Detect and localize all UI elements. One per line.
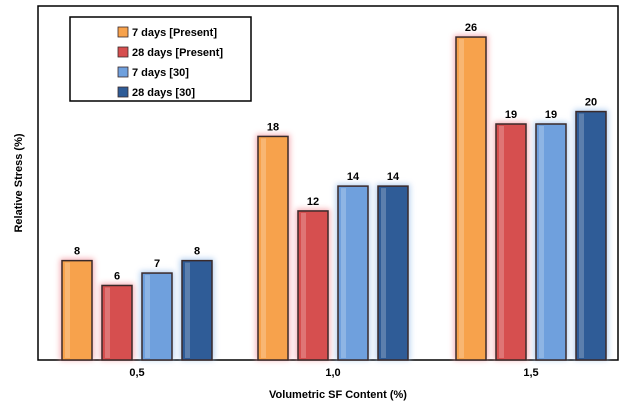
- data-label: 14: [347, 171, 360, 183]
- data-label: 19: [545, 109, 557, 121]
- bar: [101, 284, 133, 361]
- bar-highlight: [185, 262, 190, 358]
- bar-highlight: [499, 126, 504, 358]
- data-label: 6: [114, 270, 120, 282]
- bar-highlight: [145, 275, 150, 358]
- data-label: 7: [154, 258, 160, 270]
- legend-swatch: [117, 86, 129, 98]
- bar-highlight: [65, 262, 70, 358]
- bar: [455, 36, 487, 361]
- data-label: 12: [307, 196, 319, 208]
- data-labels: 8 6 7 8 18 12 14 14 26 19 19 20: [74, 22, 597, 282]
- legend-label: 28 days [30]: [132, 87, 195, 99]
- bar-highlight: [261, 138, 266, 358]
- data-label: 18: [267, 121, 279, 133]
- data-label: 20: [585, 97, 597, 109]
- bar-highlight: [539, 126, 544, 358]
- data-label: 26: [465, 22, 477, 34]
- x-axis-title: Volumetric SF Content (%): [269, 389, 407, 401]
- data-label: 19: [505, 109, 517, 121]
- bar-highlight: [459, 39, 464, 358]
- bar-highlight: [301, 212, 306, 358]
- legend-label: 7 days [30]: [132, 67, 189, 79]
- bar: [141, 272, 173, 361]
- legend-items: 7 days [Present] 28 days [Present] 7 days …: [117, 26, 223, 99]
- bar-highlight: [105, 287, 110, 358]
- data-label: 14: [387, 171, 400, 183]
- bar: [575, 110, 607, 361]
- legend-swatch: [117, 66, 129, 78]
- legend-swatch: [117, 46, 129, 58]
- bar-highlight: [341, 188, 346, 358]
- bar: [181, 259, 213, 361]
- x-tick-label: 0,5: [129, 367, 144, 379]
- legend-label: 7 days [Present]: [132, 27, 217, 39]
- legend-label: 28 days [Present]: [132, 47, 223, 59]
- bar-highlight: [579, 113, 584, 358]
- legend-swatch: [117, 26, 129, 38]
- bar: [377, 185, 409, 361]
- legend: 7 days [Present] 28 days [Present] 7 days …: [69, 16, 252, 102]
- x-tick-label: 1,5: [523, 367, 538, 379]
- bar: [495, 123, 527, 361]
- bar-highlight: [381, 188, 386, 358]
- y-axis-title: Relative Stress (%): [13, 133, 25, 232]
- data-label: 8: [194, 246, 200, 258]
- bar: [535, 123, 567, 361]
- legend-box: [69, 16, 252, 102]
- bar: [257, 135, 289, 361]
- bar: [337, 185, 369, 361]
- x-tick-label: 1,0: [325, 367, 340, 379]
- data-label: 8: [74, 246, 80, 258]
- bars: [61, 36, 607, 361]
- bar: [297, 210, 329, 361]
- bar: [61, 259, 93, 361]
- x-tick-labels: 0,5 1,0 1,5: [129, 367, 538, 379]
